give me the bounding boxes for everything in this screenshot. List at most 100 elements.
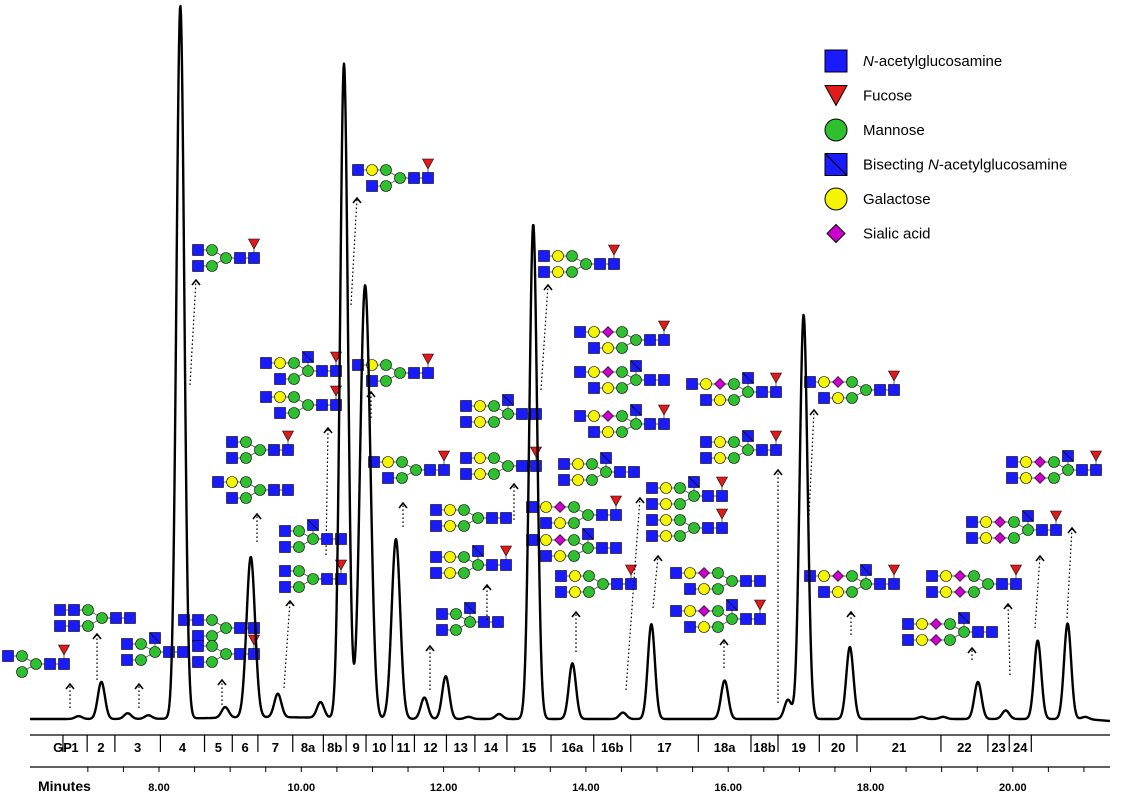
mannose-icon: [394, 172, 406, 184]
mannose-icon: [206, 640, 218, 652]
mannose-icon: [380, 359, 392, 371]
galactose-icon: [916, 618, 928, 630]
mannose-icon: [600, 466, 612, 478]
galactose-icon: [714, 394, 726, 406]
annotation-arrowhead: [323, 426, 333, 434]
glycan-structure: [352, 158, 435, 192]
glycan-structure: [670, 567, 766, 595]
glcnac-icon: [1006, 472, 1018, 484]
sialic-acid-icon: [602, 410, 614, 422]
mannose-icon: [728, 394, 740, 406]
galactose-icon: [444, 520, 456, 532]
glcnac-icon: [424, 464, 436, 476]
fucose-icon: [57, 644, 71, 656]
glcnac-icon: [804, 376, 816, 388]
glcnac-icon: [422, 172, 434, 184]
mannose-icon: [30, 658, 42, 670]
glcnac-icon: [700, 436, 712, 448]
glcnac-icon: [279, 565, 291, 577]
glcnac-icon: [516, 408, 528, 420]
galactose-icon: [1020, 472, 1032, 484]
galactose-icon: [552, 266, 564, 278]
glcnac-icon: [248, 622, 260, 634]
gp-label: 13: [453, 740, 467, 755]
glcnac-icon: [700, 394, 712, 406]
mannose-icon: [82, 604, 94, 616]
galactose-icon: [569, 586, 581, 598]
mannose-icon: [630, 418, 642, 430]
annotation-arrowhead: [482, 583, 492, 591]
mannose-icon: [583, 586, 595, 598]
gp-label: 18b: [753, 740, 775, 755]
glcnac-icon: [610, 542, 622, 554]
gp-labels: GP 1 2 3 4 5 6 7 8a 8b 9 10 11 12 13 14 15 16a 16b 17 18a 18b…: [53, 740, 1028, 755]
glcnac-icon: [436, 624, 448, 636]
glcnac-icon: [558, 474, 570, 486]
bisect-line: [464, 602, 476, 614]
mannose-icon: [958, 626, 970, 638]
mannose-icon: [566, 250, 578, 262]
glcnac-icon: [574, 326, 586, 338]
mannose-icon: [240, 476, 252, 488]
mannose-icon: [450, 608, 462, 620]
mannose-icon: [206, 630, 218, 642]
galactose-icon: [980, 516, 992, 528]
mannose-icon: [293, 565, 305, 577]
mannose-icon: [16, 650, 28, 662]
fucose-icon: [753, 599, 767, 611]
glycan-structure: [804, 564, 901, 598]
glycan-structure: [700, 430, 783, 464]
bisect-line: [502, 394, 514, 406]
annotation-pointer: [625, 497, 641, 691]
glcnac-icon: [658, 334, 670, 346]
fucose-icon: [1009, 564, 1023, 576]
glycan-structure: [538, 244, 621, 278]
glcnac-icon: [282, 484, 294, 496]
glycan-structure: [212, 476, 294, 504]
mannose-icon: [1048, 456, 1060, 468]
annotation-arrowhead: [967, 646, 977, 654]
gp-label: 12: [423, 740, 437, 755]
bisect-line: [307, 519, 319, 531]
bisect-line: [726, 599, 738, 611]
sialic-acid-icon: [602, 366, 614, 378]
glcnac-icon: [530, 460, 542, 472]
glycan-structure: [54, 604, 136, 632]
glycan-structure: [178, 614, 260, 642]
mannose-icon: [307, 533, 319, 545]
mannose-icon: [582, 542, 594, 554]
glycan-structure: [966, 510, 1063, 544]
bisect-line: [149, 632, 161, 644]
glcnac-icon: [335, 573, 347, 585]
bisect-line: [302, 351, 314, 363]
annotation-arrowhead: [653, 554, 663, 562]
glcnac-icon: [1036, 524, 1048, 536]
galactose-icon: [382, 456, 394, 468]
gp-label: 5: [215, 740, 222, 755]
glcnac-icon: [588, 426, 600, 438]
fucose-icon: [887, 564, 901, 576]
glcnac-icon: [625, 578, 637, 590]
sialic-acid-icon: [930, 634, 942, 646]
glycan-structure: [646, 508, 729, 542]
glcnac-icon: [888, 384, 900, 396]
mannose-icon: [568, 534, 580, 546]
bisect-line: [742, 372, 754, 384]
mannose-icon: [458, 520, 470, 532]
galactose-icon: [824, 187, 848, 211]
galactose-icon: [540, 501, 552, 513]
glcnac-icon: [212, 476, 224, 488]
glcnac-icon: [818, 392, 830, 404]
glcnac-icon: [574, 366, 586, 378]
glcnac-icon: [178, 614, 190, 626]
glcnac-icon: [121, 654, 133, 666]
gp-label: GP: [53, 740, 72, 755]
galactose-icon: [980, 532, 992, 544]
glcnac-icon: [68, 620, 80, 632]
glycan-structure: [121, 632, 189, 666]
glycan-structure: [670, 599, 767, 633]
galactose-icon: [660, 514, 672, 526]
annotation-arrowhead: [92, 632, 102, 640]
galactose-icon: [474, 468, 486, 480]
bisect-line: [472, 545, 484, 557]
